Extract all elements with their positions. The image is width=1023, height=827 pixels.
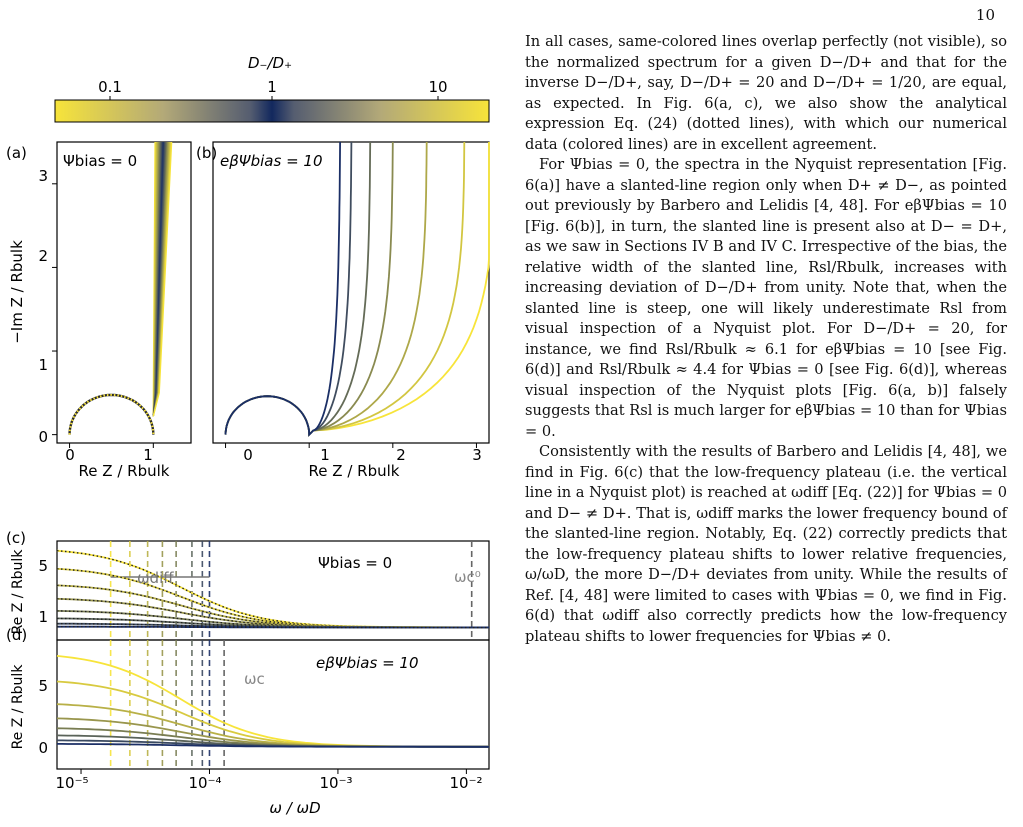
panel-b-letter: (b): [196, 144, 217, 162]
panel-d-xlabel: ω / ωD: [269, 799, 320, 817]
panel-c-analytical: [56, 568, 489, 629]
panel-d-ylabel: Re Z / Rbulk: [10, 664, 26, 750]
panel-c-annotation: Ψbias = 0: [318, 554, 392, 572]
panel-c-series: [56, 549, 489, 629]
paragraph-2: For Ψbias = 0, the spectra in the Nyquis…: [525, 156, 1007, 440]
panel-d-letter: (d): [6, 626, 27, 644]
panel-b-xtick-1: 1: [320, 446, 330, 464]
panel-b-xtick-0: 0: [243, 446, 253, 464]
panel-a-plot: [52, 141, 173, 448]
omega-diff-label: ωdiff: [137, 569, 174, 587]
panel-a-xtick-0: 0: [65, 446, 75, 464]
panel-a-xlabel: Re Z / Rbulk: [79, 462, 170, 480]
colorbar-tick-0: 0.1: [98, 78, 122, 96]
nyquist-semicircle-a-dotted: [68, 393, 155, 435]
panel-a-xtick-1: 1: [143, 446, 153, 464]
panel-c-ylabel: Re Z / Rbulk: [10, 549, 26, 635]
panel-c-ytick-1: 5: [38, 557, 48, 575]
nyquist-semicircle-a: [68, 393, 155, 435]
panel-c-letter: (c): [6, 529, 26, 547]
nyquist-vertical-line-a: [152, 141, 173, 417]
panel-d-annotation: eβΨbias = 10: [316, 654, 419, 672]
colorbar-title: D₋/D₊: [248, 54, 292, 72]
nyquist-series-b: [224, 142, 490, 437]
nyquist-series-b: [224, 141, 341, 437]
nyquist-series-b: [224, 141, 428, 437]
panel-d-frame: [56, 639, 490, 770]
paragraph-3: Consistently with the results of Barbero…: [525, 443, 1007, 645]
panel-d-series: [57, 743, 489, 748]
panel-d-plot: [56, 640, 490, 774]
omega-c-label: ωc: [244, 670, 265, 688]
panel-d-series: [56, 655, 489, 748]
panel-b-annotation: eβΨbias = 10: [220, 152, 323, 170]
panel-a-frame: [56, 141, 192, 444]
panel-a-letter: (a): [6, 144, 27, 162]
omega-c0-label: ωc⁰: [454, 568, 481, 586]
colorbar: [54, 99, 490, 123]
panel-b-xtick-2: 2: [396, 446, 406, 464]
panel-d-ytick-1: 5: [38, 677, 48, 695]
panel-a-ytick-2: 2: [38, 247, 48, 265]
panel-d-ytick-0: 0: [38, 739, 48, 757]
colorbar-tick-2: 10: [428, 78, 447, 96]
panel-a-ytick-0: 0: [38, 428, 48, 446]
page-number: 10: [975, 6, 995, 24]
panel-b-xtick-3: 3: [472, 446, 482, 464]
nyquist-series-b: [224, 141, 353, 437]
panel-b-plot: [224, 141, 490, 448]
panel-d-xtick-1: 10⁻⁴: [188, 774, 221, 792]
panel-c-analytical: [56, 598, 489, 629]
panel-b-xlabel: Re Z / Rbulk: [309, 462, 400, 480]
panel-d-xtick-3: 10⁻²: [449, 774, 482, 792]
panel-a-ylabel: −Im Z / Rbulk: [8, 240, 26, 344]
panel-d-xtick-0: 10⁻⁵: [55, 774, 88, 792]
panel-d-xtick-2: 10⁻³: [319, 774, 352, 792]
panel-c-ytick-0: 1: [38, 608, 48, 626]
panel-c-analytical: [57, 626, 489, 629]
panel-a-ytick-3: 3: [38, 167, 48, 185]
panel-a-annotation: Ψbias = 0: [63, 152, 137, 170]
panel-c-plot: [56, 541, 489, 640]
figure-svg: D₋/D₊ 0.1 1 10 (a) Ψbias = 0 −Im Z / Rbu…: [6, 54, 490, 817]
figure-6: D₋/D₊ 0.1 1 10 (a) Ψbias = 0 −Im Z / Rbu…: [0, 0, 500, 823]
body-text: In all cases, same-colored lines overlap…: [525, 32, 1007, 647]
panel-c-analytical: [56, 584, 489, 629]
paragraph-1: In all cases, same-colored lines overlap…: [525, 33, 1007, 153]
nyquist-series-b: [224, 141, 394, 437]
panel-a-ytick-1: 1: [38, 356, 48, 374]
colorbar-tick-1: 1: [267, 78, 277, 96]
